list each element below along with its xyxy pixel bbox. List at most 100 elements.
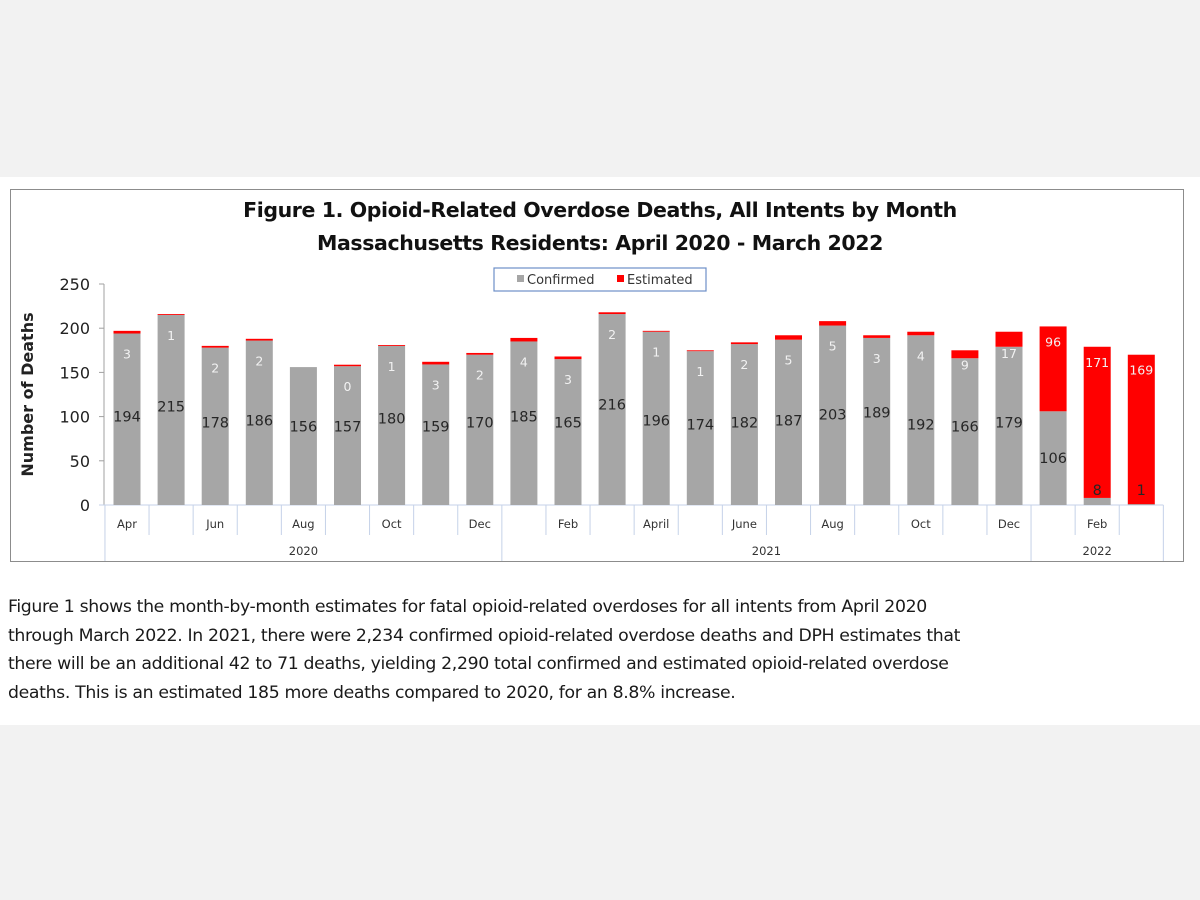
bar-confirmed — [422, 364, 450, 505]
y-tick-label: 150 — [59, 363, 90, 382]
bar-confirmed — [334, 366, 361, 505]
bar-confirmed — [642, 331, 670, 505]
bar-confirmed — [289, 367, 317, 505]
bar-confirmed — [686, 351, 714, 505]
data-label-estimated: 5 — [829, 339, 837, 354]
bar-estimated — [1083, 346, 1111, 498]
x-tick-label: Aug — [292, 517, 314, 531]
data-label-estimated: 0 — [344, 379, 352, 394]
data-label-confirmed: 1 — [1137, 483, 1146, 499]
y-tick-label: 100 — [59, 408, 90, 427]
data-label-estimated: 1 — [388, 359, 396, 374]
data-label-estimated: 17 — [1001, 346, 1017, 361]
data-label-confirmed: 182 — [731, 416, 759, 432]
data-label-estimated: 171 — [1085, 355, 1109, 370]
y-tick-label: 250 — [59, 275, 90, 294]
bar-confirmed — [1039, 411, 1067, 505]
data-label-estimated: 1 — [696, 364, 704, 379]
bar-estimated — [995, 331, 1023, 347]
data-label-estimated: 3 — [564, 372, 572, 387]
x-tick-label: Dec — [469, 517, 491, 531]
data-label-confirmed: 170 — [466, 416, 494, 432]
x-tick-label: Feb — [558, 517, 578, 531]
x-tick-label: June — [731, 517, 757, 531]
bar-confirmed — [907, 335, 935, 505]
legend-box — [493, 267, 707, 292]
bar-confirmed — [245, 340, 273, 505]
bar-estimated — [245, 338, 273, 341]
data-label-confirmed: 159 — [422, 420, 450, 436]
bar-confirmed — [863, 337, 891, 505]
bar-estimated — [334, 364, 361, 367]
bar-estimated — [510, 337, 538, 342]
data-label-confirmed: 156 — [290, 420, 318, 436]
x-tick-label: Aug — [821, 517, 843, 531]
bar-confirmed — [775, 339, 802, 505]
bar-estimated — [1127, 354, 1155, 505]
data-label-estimated: 169 — [1129, 363, 1153, 378]
bar-estimated — [863, 335, 891, 338]
data-label-confirmed: 189 — [863, 406, 891, 422]
data-label-estimated: 4 — [917, 348, 925, 363]
legend-label-confirmed: Confirmed — [527, 273, 595, 288]
data-label-estimated: 5 — [785, 353, 793, 368]
x-tick-label: Jun — [205, 517, 224, 531]
data-label-estimated: 4 — [520, 354, 528, 369]
year-label: 2022 — [1083, 544, 1112, 558]
caption-paragraph: Figure 1 shows the month-by-month estima… — [8, 593, 1188, 707]
data-label-estimated: 9 — [961, 357, 969, 372]
bar-confirmed — [598, 314, 626, 505]
data-label-confirmed: 203 — [819, 408, 847, 424]
x-tick-label: April — [643, 517, 669, 531]
bar-confirmed — [819, 325, 847, 505]
data-label-confirmed: 185 — [510, 410, 538, 426]
caption-line: there will be an additional 42 to 71 dea… — [8, 654, 949, 674]
data-label-confirmed: 178 — [201, 416, 229, 432]
data-label-estimated: 96 — [1045, 334, 1061, 349]
bar-estimated — [554, 356, 582, 360]
data-label-confirmed: 215 — [157, 400, 185, 416]
bar-estimated — [819, 321, 847, 326]
bar-confirmed — [510, 341, 538, 505]
data-label-confirmed: 187 — [775, 414, 803, 430]
y-tick-label: 200 — [59, 319, 90, 338]
bar-estimated — [466, 352, 494, 355]
data-label-estimated: 2 — [740, 357, 748, 372]
data-label-estimated: 2 — [255, 354, 263, 369]
legend-label-estimated: Estimated — [627, 273, 693, 288]
x-tick-label: Oct — [382, 517, 402, 531]
bar-estimated — [951, 350, 979, 359]
data-label-confirmed: 216 — [598, 398, 626, 414]
data-label-confirmed: 179 — [995, 416, 1023, 432]
bar-confirmed — [1083, 497, 1111, 505]
bar-confirmed — [554, 359, 582, 505]
data-label-confirmed: 165 — [554, 416, 582, 432]
bar-estimated — [201, 345, 229, 348]
data-label-estimated: 1 — [652, 345, 660, 360]
y-axis-title: Number of Deaths — [18, 312, 37, 476]
bar-estimated — [686, 350, 714, 352]
data-label-confirmed: 192 — [907, 418, 935, 434]
data-label-confirmed: 157 — [334, 420, 362, 436]
bar-confirmed — [951, 358, 979, 505]
data-label-confirmed: 194 — [113, 410, 141, 426]
bar-confirmed — [730, 344, 758, 505]
bar-estimated — [775, 335, 802, 340]
data-label-confirmed: 174 — [686, 418, 714, 434]
bar-estimated — [730, 342, 758, 345]
document-page: Figure 1. Opioid-Related Overdose Deaths… — [0, 177, 1200, 725]
data-label-estimated: 3 — [432, 377, 440, 392]
bar-estimated — [642, 330, 670, 332]
data-label-confirmed: 196 — [642, 414, 670, 430]
caption-line: Figure 1 shows the month-by-month estima… — [8, 597, 927, 617]
bar-confirmed — [466, 354, 494, 505]
bar-confirmed — [378, 345, 406, 505]
data-label-estimated: 3 — [123, 347, 131, 362]
bar-estimated — [422, 361, 450, 365]
legend-swatch-confirmed — [517, 275, 524, 282]
bar-estimated — [1039, 326, 1067, 412]
bar-confirmed — [1127, 504, 1155, 505]
bar-confirmed — [201, 347, 229, 505]
bar-estimated — [907, 331, 935, 336]
year-label: 2020 — [289, 544, 318, 558]
